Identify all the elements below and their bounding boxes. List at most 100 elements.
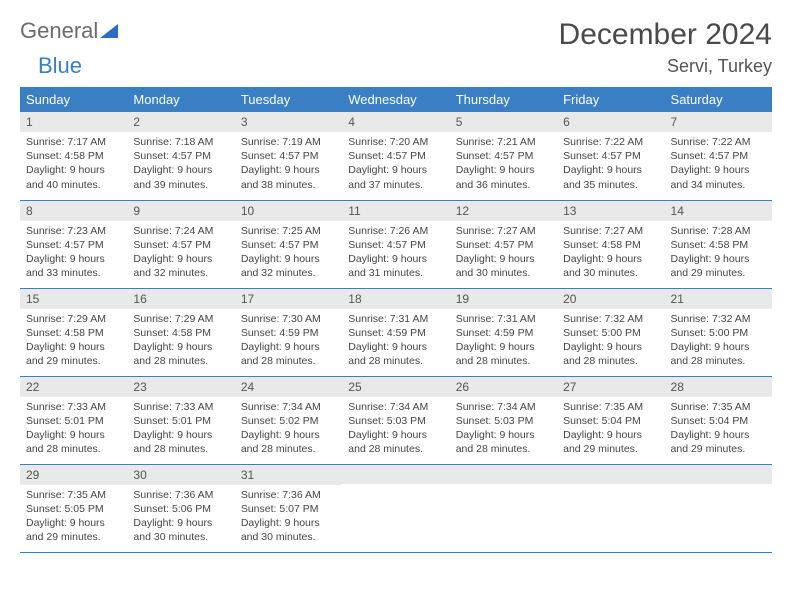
calendar-day-cell: 24Sunrise: 7:34 AMSunset: 5:02 PMDayligh… — [235, 376, 342, 464]
day-details: Sunrise: 7:28 AMSunset: 4:58 PMDaylight:… — [665, 221, 772, 285]
day-number: 14 — [665, 201, 772, 221]
calendar-day-cell: 22Sunrise: 7:33 AMSunset: 5:01 PMDayligh… — [20, 376, 127, 464]
day-details: Sunrise: 7:36 AMSunset: 5:07 PMDaylight:… — [235, 485, 342, 549]
day-details: Sunrise: 7:29 AMSunset: 4:58 PMDaylight:… — [20, 309, 127, 373]
day-details: Sunrise: 7:30 AMSunset: 4:59 PMDaylight:… — [235, 309, 342, 373]
day-number: 8 — [20, 201, 127, 221]
calendar-day-cell: 26Sunrise: 7:34 AMSunset: 5:03 PMDayligh… — [450, 376, 557, 464]
day-number: 13 — [557, 201, 664, 221]
calendar-week-row: 29Sunrise: 7:35 AMSunset: 5:05 PMDayligh… — [20, 464, 772, 552]
weekday-header: Tuesday — [235, 87, 342, 112]
calendar-day-cell: 4Sunrise: 7:20 AMSunset: 4:57 PMDaylight… — [342, 112, 449, 200]
day-details: Sunrise: 7:35 AMSunset: 5:04 PMDaylight:… — [665, 397, 772, 461]
day-details: Sunrise: 7:36 AMSunset: 5:06 PMDaylight:… — [127, 485, 234, 549]
day-details: Sunrise: 7:27 AMSunset: 4:57 PMDaylight:… — [450, 221, 557, 285]
day-details: Sunrise: 7:27 AMSunset: 4:58 PMDaylight:… — [557, 221, 664, 285]
day-details: Sunrise: 7:26 AMSunset: 4:57 PMDaylight:… — [342, 221, 449, 285]
day-number-empty — [665, 465, 772, 484]
calendar-day-cell: 20Sunrise: 7:32 AMSunset: 5:00 PMDayligh… — [557, 288, 664, 376]
day-details: Sunrise: 7:18 AMSunset: 4:57 PMDaylight:… — [127, 132, 234, 196]
calendar-day-cell: 9Sunrise: 7:24 AMSunset: 4:57 PMDaylight… — [127, 200, 234, 288]
day-number: 3 — [235, 112, 342, 132]
calendar-day-cell — [557, 464, 664, 552]
calendar-week-row: 1Sunrise: 7:17 AMSunset: 4:58 PMDaylight… — [20, 112, 772, 200]
calendar-day-cell: 5Sunrise: 7:21 AMSunset: 4:57 PMDaylight… — [450, 112, 557, 200]
calendar-day-cell: 31Sunrise: 7:36 AMSunset: 5:07 PMDayligh… — [235, 464, 342, 552]
weekday-header: Monday — [127, 87, 234, 112]
calendar-day-cell: 15Sunrise: 7:29 AMSunset: 4:58 PMDayligh… — [20, 288, 127, 376]
calendar-table: Sunday Monday Tuesday Wednesday Thursday… — [20, 87, 772, 553]
weekday-header: Thursday — [450, 87, 557, 112]
day-number: 15 — [20, 289, 127, 309]
day-number: 24 — [235, 377, 342, 397]
day-details: Sunrise: 7:21 AMSunset: 4:57 PMDaylight:… — [450, 132, 557, 196]
month-title: December 2024 — [559, 18, 772, 52]
day-details: Sunrise: 7:22 AMSunset: 4:57 PMDaylight:… — [557, 132, 664, 196]
calendar-day-cell: 17Sunrise: 7:30 AMSunset: 4:59 PMDayligh… — [235, 288, 342, 376]
day-number: 6 — [557, 112, 664, 132]
day-number: 5 — [450, 112, 557, 132]
day-number: 2 — [127, 112, 234, 132]
day-number: 20 — [557, 289, 664, 309]
day-number: 11 — [342, 201, 449, 221]
day-number: 26 — [450, 377, 557, 397]
day-number: 22 — [20, 377, 127, 397]
day-number: 21 — [665, 289, 772, 309]
weekday-header: Sunday — [20, 87, 127, 112]
calendar-day-cell: 3Sunrise: 7:19 AMSunset: 4:57 PMDaylight… — [235, 112, 342, 200]
day-number-empty — [342, 465, 449, 484]
day-details: Sunrise: 7:34 AMSunset: 5:02 PMDaylight:… — [235, 397, 342, 461]
day-details: Sunrise: 7:31 AMSunset: 4:59 PMDaylight:… — [450, 309, 557, 373]
calendar-day-cell — [665, 464, 772, 552]
calendar-day-cell: 12Sunrise: 7:27 AMSunset: 4:57 PMDayligh… — [450, 200, 557, 288]
calendar-day-cell: 27Sunrise: 7:35 AMSunset: 5:04 PMDayligh… — [557, 376, 664, 464]
day-details: Sunrise: 7:17 AMSunset: 4:58 PMDaylight:… — [20, 132, 127, 196]
calendar-day-cell: 18Sunrise: 7:31 AMSunset: 4:59 PMDayligh… — [342, 288, 449, 376]
day-number: 17 — [235, 289, 342, 309]
day-details: Sunrise: 7:25 AMSunset: 4:57 PMDaylight:… — [235, 221, 342, 285]
day-details: Sunrise: 7:35 AMSunset: 5:05 PMDaylight:… — [20, 485, 127, 549]
day-number: 27 — [557, 377, 664, 397]
day-details: Sunrise: 7:31 AMSunset: 4:59 PMDaylight:… — [342, 309, 449, 373]
day-number-empty — [450, 465, 557, 484]
day-number: 7 — [665, 112, 772, 132]
day-number: 10 — [235, 201, 342, 221]
day-details: Sunrise: 7:34 AMSunset: 5:03 PMDaylight:… — [342, 397, 449, 461]
calendar-week-row: 8Sunrise: 7:23 AMSunset: 4:57 PMDaylight… — [20, 200, 772, 288]
day-details: Sunrise: 7:32 AMSunset: 5:00 PMDaylight:… — [665, 309, 772, 373]
calendar-week-row: 15Sunrise: 7:29 AMSunset: 4:58 PMDayligh… — [20, 288, 772, 376]
calendar-day-cell: 25Sunrise: 7:34 AMSunset: 5:03 PMDayligh… — [342, 376, 449, 464]
day-details: Sunrise: 7:24 AMSunset: 4:57 PMDaylight:… — [127, 221, 234, 285]
calendar-day-cell: 7Sunrise: 7:22 AMSunset: 4:57 PMDaylight… — [665, 112, 772, 200]
day-details: Sunrise: 7:23 AMSunset: 4:57 PMDaylight:… — [20, 221, 127, 285]
logo-triangle-icon — [100, 18, 118, 44]
day-number: 18 — [342, 289, 449, 309]
day-number: 30 — [127, 465, 234, 485]
calendar-day-cell: 30Sunrise: 7:36 AMSunset: 5:06 PMDayligh… — [127, 464, 234, 552]
brand-logo: General — [20, 18, 118, 44]
calendar-day-cell: 19Sunrise: 7:31 AMSunset: 4:59 PMDayligh… — [450, 288, 557, 376]
day-number: 28 — [665, 377, 772, 397]
day-number: 25 — [342, 377, 449, 397]
calendar-day-cell: 21Sunrise: 7:32 AMSunset: 5:00 PMDayligh… — [665, 288, 772, 376]
day-number: 31 — [235, 465, 342, 485]
calendar-day-cell: 10Sunrise: 7:25 AMSunset: 4:57 PMDayligh… — [235, 200, 342, 288]
day-details: Sunrise: 7:20 AMSunset: 4:57 PMDaylight:… — [342, 132, 449, 196]
day-details: Sunrise: 7:34 AMSunset: 5:03 PMDaylight:… — [450, 397, 557, 461]
calendar-day-cell: 6Sunrise: 7:22 AMSunset: 4:57 PMDaylight… — [557, 112, 664, 200]
weekday-header: Wednesday — [342, 87, 449, 112]
calendar-day-cell: 2Sunrise: 7:18 AMSunset: 4:57 PMDaylight… — [127, 112, 234, 200]
day-details: Sunrise: 7:19 AMSunset: 4:57 PMDaylight:… — [235, 132, 342, 196]
day-number-empty — [557, 465, 664, 484]
day-number: 29 — [20, 465, 127, 485]
day-number: 4 — [342, 112, 449, 132]
calendar-day-cell: 14Sunrise: 7:28 AMSunset: 4:58 PMDayligh… — [665, 200, 772, 288]
calendar-day-cell: 1Sunrise: 7:17 AMSunset: 4:58 PMDaylight… — [20, 112, 127, 200]
weekday-header: Saturday — [665, 87, 772, 112]
calendar-day-cell: 29Sunrise: 7:35 AMSunset: 5:05 PMDayligh… — [20, 464, 127, 552]
day-details: Sunrise: 7:33 AMSunset: 5:01 PMDaylight:… — [127, 397, 234, 461]
weekday-header-row: Sunday Monday Tuesday Wednesday Thursday… — [20, 87, 772, 112]
calendar-day-cell: 23Sunrise: 7:33 AMSunset: 5:01 PMDayligh… — [127, 376, 234, 464]
day-details: Sunrise: 7:32 AMSunset: 5:00 PMDaylight:… — [557, 309, 664, 373]
calendar-day-cell — [450, 464, 557, 552]
